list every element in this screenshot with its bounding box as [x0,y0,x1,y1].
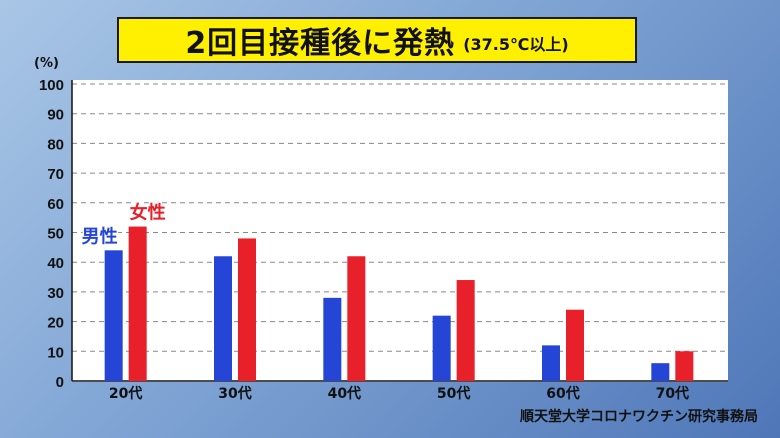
chart-title: 2回目接種後に発熱 [185,26,456,61]
y-tick-label: 50 [47,226,64,243]
bar-female [128,226,147,381]
bar-female [566,309,584,381]
bar-male [432,315,451,381]
bar-male [323,297,342,381]
x-tick-label: 50代 [437,385,470,402]
y-tick-label: 10 [47,344,64,361]
chart-title-box: 2回目接種後に発熱 (37.5℃以上) [117,17,637,63]
bar-male [651,363,670,381]
x-tick-label: 20代 [109,385,142,402]
y-tick-label: 100 [39,77,64,94]
x-tick-label: 60代 [546,385,579,402]
y-tick-label: 90 [47,107,64,124]
series-label-female: 女性 [130,202,166,224]
bar-female [347,256,366,381]
bar-female [456,280,475,381]
x-tick-label: 40代 [328,385,361,402]
bar-male [104,250,123,381]
bar-female [238,238,256,381]
x-tick-label: 30代 [218,385,251,402]
series-label-male: 男性 [82,225,118,247]
source-credit: 順天堂大学コロナワクチン研究事務局 [520,409,758,425]
bar-female [675,351,694,381]
y-tick-label: 80 [47,136,64,153]
y-tick-label: 40 [47,255,64,272]
y-axis-unit: (%) [34,56,59,71]
y-tick-label: 0 [56,374,64,391]
chart-subtitle: (37.5℃以上) [463,35,569,54]
y-tick-label: 70 [47,166,64,183]
y-tick-label: 20 [47,315,64,332]
plot-area [72,80,728,382]
y-tick-label: 60 [47,196,64,213]
bar-male [214,256,232,381]
y-tick-label: 30 [47,285,64,302]
bar-male [542,345,560,381]
x-tick-label: 70代 [656,385,689,402]
